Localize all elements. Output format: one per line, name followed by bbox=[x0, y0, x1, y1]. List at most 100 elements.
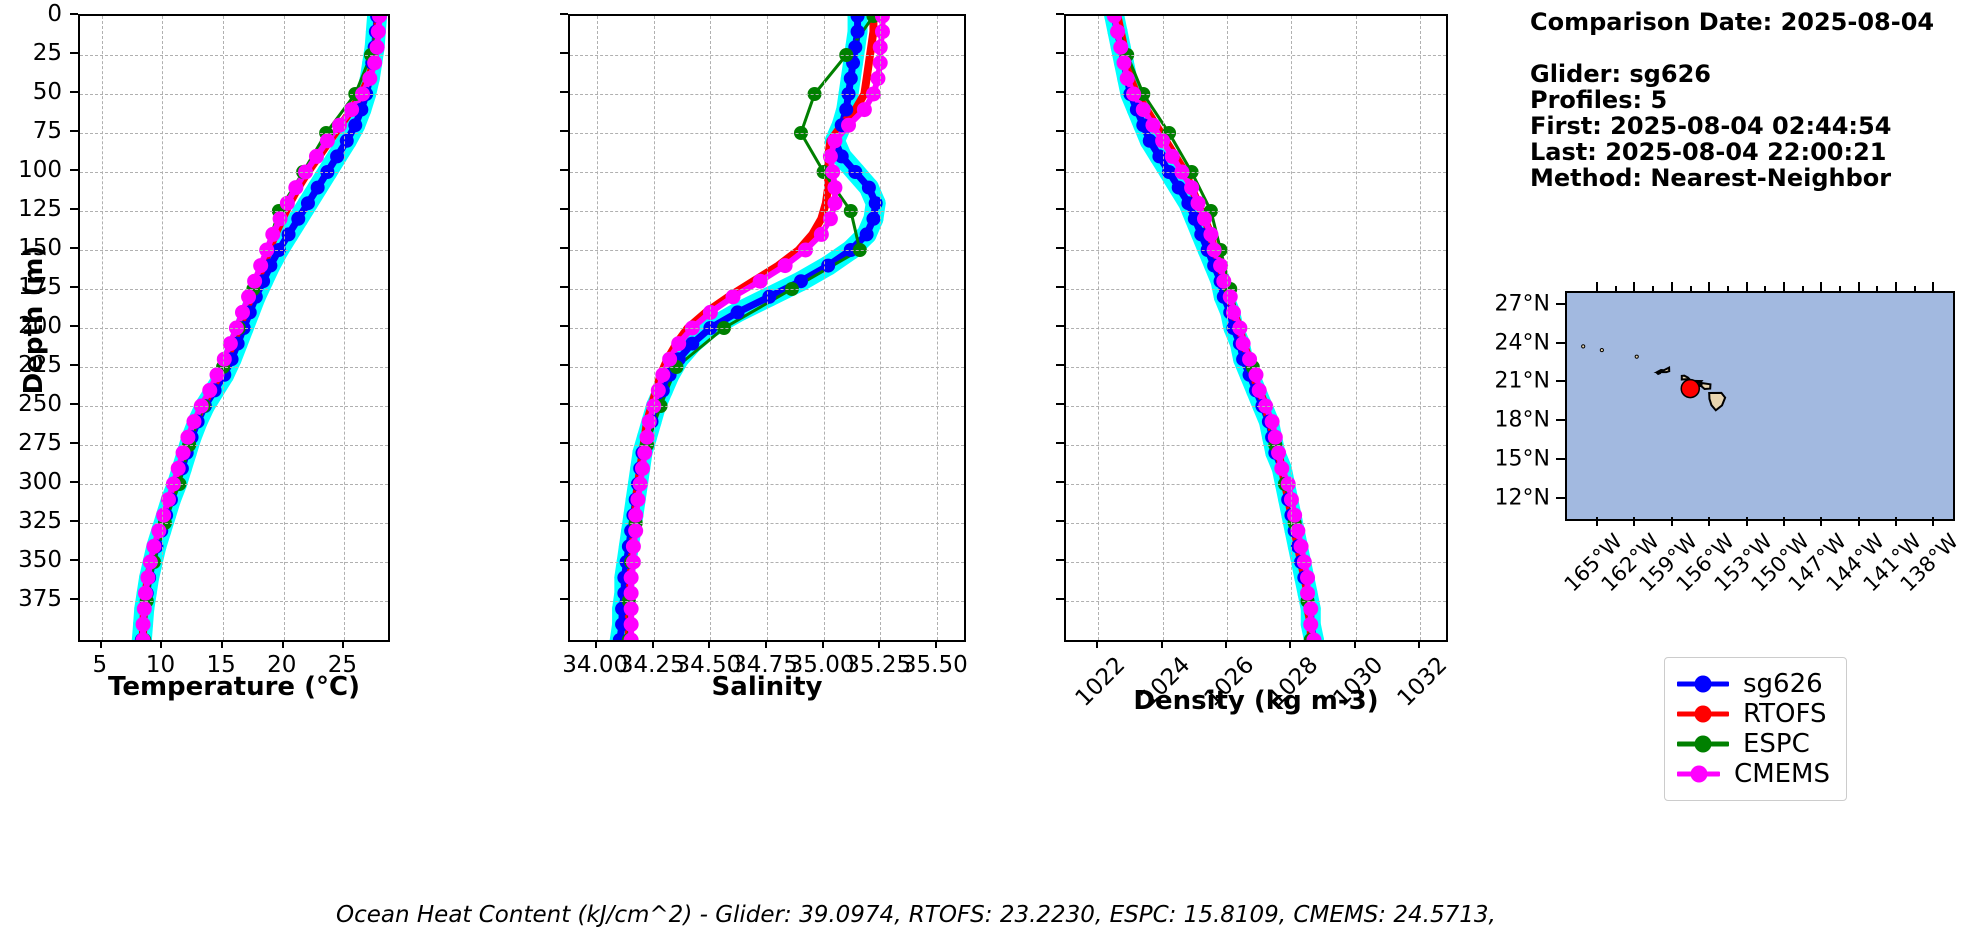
gridline-horizontal bbox=[1066, 445, 1446, 446]
series-marker-CMEMS bbox=[1110, 24, 1126, 40]
x-tick-mark bbox=[1289, 640, 1292, 648]
map-x-tick-minor bbox=[1913, 286, 1916, 291]
y-tick-mark bbox=[70, 403, 78, 405]
series-marker-CMEMS bbox=[332, 117, 347, 133]
series-marker-CMEMS bbox=[1184, 180, 1200, 196]
glider-location-map[interactable] bbox=[1565, 291, 1955, 521]
series-marker-CMEMS bbox=[146, 538, 162, 554]
x-tick-mark bbox=[1160, 640, 1163, 648]
legend-item-ESPC[interactable]: ESPC bbox=[1677, 729, 1830, 759]
legend-item-label: sg626 bbox=[1743, 669, 1823, 699]
y-tick-mark bbox=[1056, 13, 1064, 15]
y-tick-mark bbox=[1056, 130, 1064, 132]
map-y-tick-mark bbox=[1556, 457, 1565, 460]
gridline-horizontal bbox=[570, 250, 964, 251]
series-marker-CMEMS bbox=[247, 273, 263, 289]
x-tick-mark bbox=[765, 640, 767, 648]
series-marker-sg626 bbox=[821, 258, 836, 273]
y-tick-mark bbox=[70, 130, 78, 132]
series-marker-CMEMS bbox=[671, 336, 687, 352]
y-tick-mark bbox=[1056, 208, 1064, 210]
glider-position-marker[interactable] bbox=[1680, 378, 1701, 399]
series-marker-sg626 bbox=[850, 16, 865, 23]
gridline-horizontal bbox=[570, 55, 964, 56]
gridline-horizontal bbox=[80, 289, 388, 290]
series-marker-sg626 bbox=[859, 227, 874, 242]
x-tick-mark bbox=[99, 640, 102, 648]
y-tick-mark bbox=[1056, 559, 1064, 561]
y-tick-mark bbox=[560, 598, 568, 600]
y-tick-mark bbox=[560, 403, 568, 405]
x-tick-label: 34.25 bbox=[618, 652, 685, 678]
x-tick-mark bbox=[221, 640, 224, 648]
legend-line-swatch bbox=[1677, 735, 1729, 753]
y-tick-mark bbox=[1056, 442, 1064, 444]
series-marker-CMEMS bbox=[1274, 460, 1290, 476]
series-marker-CMEMS bbox=[874, 24, 890, 40]
y-tick-mark bbox=[560, 169, 568, 171]
gridline-horizontal bbox=[1066, 406, 1446, 407]
info-last: Last: 2025-08-04 22:00:21 bbox=[1530, 138, 1887, 166]
gridline-horizontal bbox=[570, 172, 964, 173]
gridline-horizontal bbox=[80, 406, 388, 407]
series-marker-CMEMS bbox=[279, 195, 295, 211]
series-marker-CMEMS bbox=[186, 414, 202, 430]
x-tick-label: 20 bbox=[267, 652, 297, 678]
series-marker-CMEMS bbox=[1267, 429, 1283, 445]
y-tick-mark bbox=[70, 52, 78, 54]
gridline-horizontal bbox=[1066, 133, 1446, 134]
gridline-horizontal bbox=[570, 94, 964, 95]
series-marker-CMEMS bbox=[662, 351, 678, 367]
series-marker-CMEMS bbox=[1135, 102, 1151, 118]
y-tick-mark bbox=[1056, 247, 1064, 249]
x-tick-mark bbox=[821, 640, 824, 648]
gridline-horizontal bbox=[1066, 328, 1446, 329]
gridline-horizontal bbox=[80, 94, 388, 95]
salinity-series-svg bbox=[609, 16, 890, 640]
y-tick-mark bbox=[560, 481, 568, 483]
x-tick-label: 34.00 bbox=[562, 652, 629, 678]
legend-marker-dot bbox=[1694, 735, 1712, 753]
y-tick-mark bbox=[560, 286, 568, 288]
gridline-horizontal bbox=[80, 328, 388, 329]
density-axis-title: Density (kg m-3) bbox=[1133, 686, 1379, 716]
series-marker-CMEMS bbox=[1190, 195, 1206, 211]
y-tick-mark bbox=[70, 208, 78, 210]
series-marker-CMEMS bbox=[841, 117, 857, 133]
map-x-tick-minor bbox=[1614, 286, 1617, 291]
gridline-horizontal bbox=[570, 328, 964, 329]
map-x-tick-mark-top bbox=[1708, 282, 1711, 291]
y-tick-mark bbox=[560, 325, 568, 327]
y-tick-label: 225 bbox=[18, 352, 62, 378]
legend-item-CMEMS[interactable]: CMEMS bbox=[1677, 759, 1830, 789]
y-tick-mark bbox=[1056, 598, 1064, 600]
y-tick-mark bbox=[560, 208, 568, 210]
legend-marker-dot bbox=[1690, 765, 1708, 783]
legend-item-sg626[interactable]: sg626 bbox=[1677, 669, 1830, 699]
series-marker-sg626 bbox=[850, 24, 865, 39]
map-coastline-svg bbox=[1581, 344, 1727, 412]
map-x-tick-mark-top bbox=[1670, 282, 1673, 291]
legend-item-RTOFS[interactable]: RTOFS bbox=[1677, 699, 1830, 729]
legend-line-swatch bbox=[1677, 765, 1721, 783]
series-marker-CMEMS bbox=[362, 70, 378, 86]
gridline-horizontal bbox=[80, 250, 388, 251]
series-marker-CMEMS bbox=[870, 70, 886, 86]
series-marker-CMEMS bbox=[161, 492, 177, 508]
gridline-horizontal bbox=[570, 133, 964, 134]
series-marker-CMEMS bbox=[777, 258, 793, 274]
series-marker-CMEMS bbox=[1303, 616, 1319, 632]
series-marker-CMEMS bbox=[369, 39, 385, 55]
series-marker-CMEMS bbox=[140, 570, 156, 586]
map-island bbox=[1708, 391, 1727, 412]
y-tick-mark bbox=[1056, 169, 1064, 171]
y-tick-label: 375 bbox=[18, 586, 62, 612]
gridline-horizontal bbox=[1066, 250, 1446, 251]
map-y-tick-label: 21°N bbox=[1494, 368, 1550, 394]
map-x-tick-mark-top bbox=[1857, 282, 1860, 291]
series-marker-CMEMS bbox=[1251, 382, 1267, 398]
map-y-tick-mark bbox=[1556, 341, 1565, 344]
x-tick-label: 35.00 bbox=[788, 652, 855, 678]
y-tick-mark bbox=[1056, 91, 1064, 93]
series-marker-CMEMS bbox=[637, 445, 653, 461]
